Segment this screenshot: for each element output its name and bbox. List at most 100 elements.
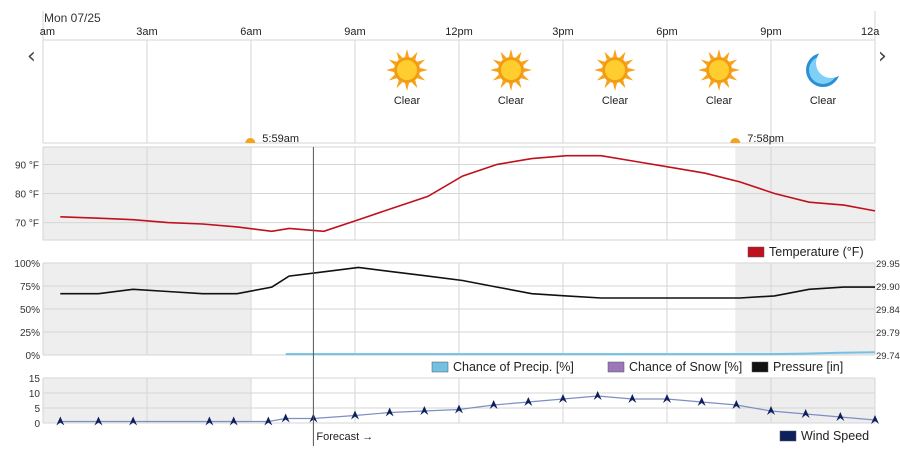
y2-tick-label: 29.84 [876,305,900,316]
y-tick-label: 90 °F [15,160,39,171]
sun-core [397,60,417,80]
wind-arrow-point [593,391,602,400]
date-label: Mon 07/25 [44,11,101,25]
sun-ray [604,51,611,60]
y-tick-label: 15 [29,374,41,385]
wind-arrow-point [455,404,463,414]
sun-ray [417,59,426,66]
sun-ray [612,82,618,91]
sun-ray [612,49,618,58]
wind-arrow-point [697,397,706,406]
wind-arrow-point [559,394,567,403]
sun-ray [596,74,605,81]
wind-arrow-point [351,410,359,420]
wind-arrow-point [420,406,429,415]
sun-ray [625,59,634,66]
now-marker: Forecast → [312,147,373,446]
sun-ray [386,67,395,73]
sun-ray [604,80,611,89]
y2-tick-label: 29.90 [876,282,900,293]
legend-precip-swatch [431,361,449,373]
legend-pressure-label: Pressure [in] [773,360,843,374]
sun-ray [411,51,418,60]
y-tick-label: 80 °F [15,190,39,201]
wind-arrow-point [205,416,214,426]
wind-arrow-point [801,409,810,418]
sunrise-label: 5:59am [262,133,299,145]
sunset-label: 7:58pm [747,133,784,145]
sunset-icon [730,138,741,143]
sun-ray [396,80,403,89]
time-tick-label: 3am [136,26,157,38]
sun-core [501,60,521,80]
sun-core [605,60,625,80]
sun-ray [619,51,626,60]
prev-button[interactable]: ‹ [27,44,36,69]
condition-label: Clear [810,95,837,107]
wind-arrow-point [732,400,741,409]
sun-ray [490,67,499,73]
wind-arrow-point [56,416,65,426]
moon-icon [806,48,846,87]
moon-cutout [816,48,846,78]
time-tick-label: 6am [240,26,261,38]
y-tick-label: 75% [20,282,40,293]
y-tick-label: 10 [29,389,41,400]
y-tick-label: 50% [20,305,40,316]
humidity-pressure-chart: 0% 25% 50% 75% 100% 29.74 29.79 29.84 29.90 29.95 [14,259,899,362]
sun-ray [500,51,507,60]
wind-arrow-point [264,416,273,426]
wind-arrow-point [489,400,498,409]
legend-wind-label: Wind Speed [801,429,869,443]
sun-ray [492,59,501,66]
legend-wind-swatch [779,430,797,442]
sun-icon [386,49,428,91]
legend-temperature-swatch [747,246,765,258]
temperature-chart: 70 °F 80 °F 90 °F [15,146,876,241]
y-tick-label: 0 [34,419,40,430]
sun-icon [594,49,636,91]
sun-ray [508,49,514,58]
next-button[interactable]: › [878,44,887,69]
sun-ray [523,67,532,73]
wind-arrow-point [129,416,138,426]
wind-arrow-point [871,415,879,424]
wind-arrow-point [385,407,394,417]
sun-ray [521,74,530,81]
time-tick-label: 12pm [445,26,473,38]
y-tick-label: 0% [26,351,41,362]
sun-ray [596,59,605,66]
sun-ray [619,80,626,89]
sun-ray [515,51,522,60]
time-tick-label: 12a [861,26,880,38]
forecast-label: Forecast → [316,431,373,443]
temperature-line [60,154,876,233]
legend-precip-label: Chance of Precip. [%] [453,360,574,374]
condition-label: Clear [394,95,421,107]
sun-ray [388,74,397,81]
wind-arrow-point [524,397,533,406]
legends: Temperature (°F) Chance of Precip. [%] Cha… [431,245,869,443]
legend-pressure-swatch [751,361,769,373]
sun-ray [396,51,403,60]
sun-ray [625,74,634,81]
sun-ray [492,74,501,81]
sun-ray [388,59,397,66]
time-tick-label: am [40,26,55,38]
sun-ray [708,80,715,89]
sun-ray [729,74,738,81]
sun-core [709,60,729,80]
sun-ray [419,67,428,73]
sun-ray [417,74,426,81]
condition-label: Clear [498,95,525,107]
sun-ray [700,59,709,66]
sun-ray [700,74,709,81]
y-tick-label: 70 °F [15,219,39,230]
sun-ray [404,82,410,91]
legend-snow-label: Chance of Snow [%] [629,360,742,374]
sun-ray [404,49,410,58]
sun-ray [708,51,715,60]
time-tick-label: 6pm [656,26,677,38]
sun-ray [698,67,707,73]
